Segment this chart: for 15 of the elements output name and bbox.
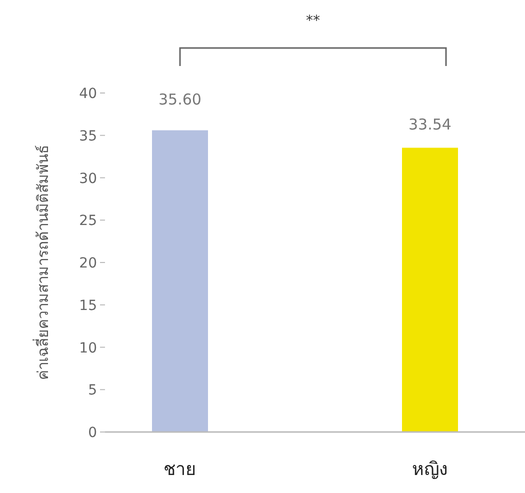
text: ** — [306, 13, 320, 29]
y-tick-label: 40 — [79, 86, 97, 102]
y-tick-label: 10 — [79, 340, 97, 356]
y-tick-label: 20 — [79, 256, 97, 272]
data-label: 33.54 — [408, 116, 452, 134]
y-axis-title: ค่าเฉลี่ยความสามารถด้านมิติสัมพันธ์ — [32, 145, 52, 380]
y-tick-label: 15 — [79, 298, 97, 314]
x-tick-label: ชาย — [164, 459, 196, 480]
y-tick-label: 30 — [79, 170, 97, 187]
x-tick-label: หญิง — [412, 459, 448, 480]
y-tick-label: 35 — [79, 128, 97, 144]
y-tick-label: 5 — [88, 382, 97, 399]
y-tick-label: 0 — [88, 425, 97, 441]
y-tick-label: 25 — [79, 213, 97, 230]
data-label: 35.60 — [158, 90, 202, 108]
